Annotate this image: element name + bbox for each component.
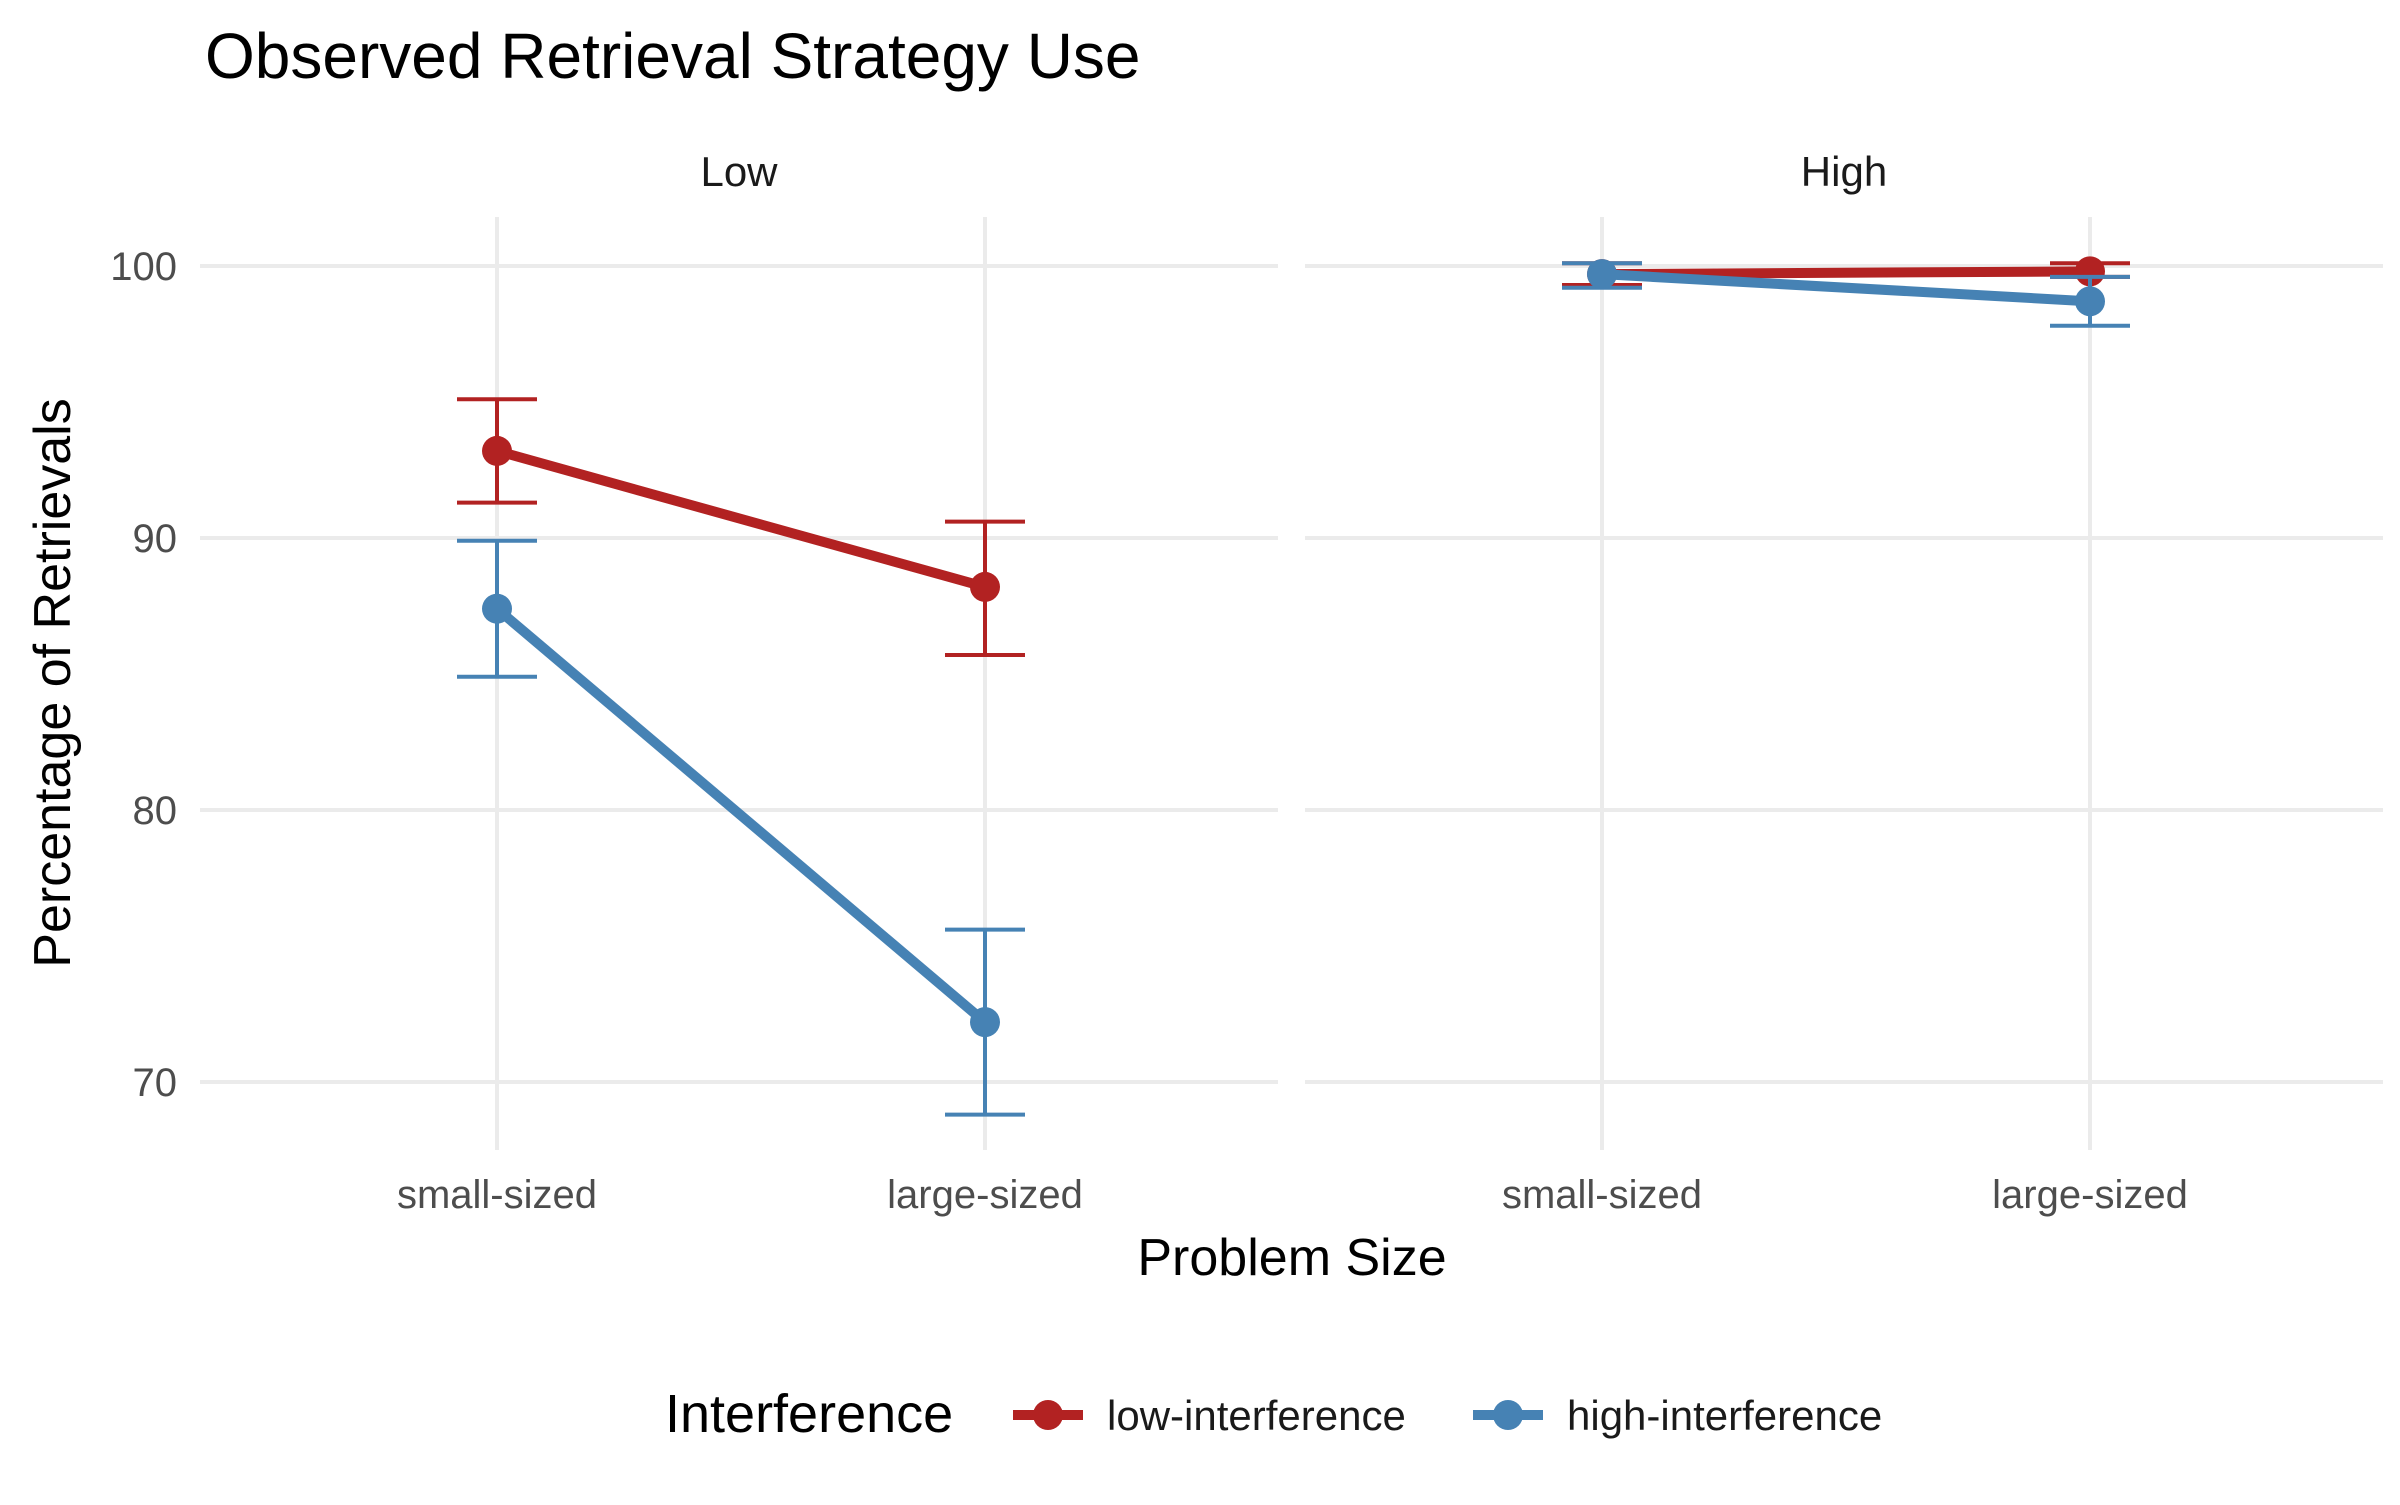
y-axis-title: Percentage of Retrievals	[24, 398, 82, 967]
legend-label: low-interference	[1107, 1392, 1406, 1439]
data-point	[2075, 286, 2105, 317]
legend-title: Interference	[665, 1384, 953, 1444]
data-point	[2075, 256, 2105, 287]
data-point	[482, 593, 512, 624]
legend: Interference low-interference high-interf…	[665, 1384, 1882, 1444]
series-high-interference	[1562, 259, 2130, 328]
series-line	[493, 604, 989, 1026]
x-axis-title: Problem Size	[1137, 1229, 1446, 1287]
data-point	[482, 435, 512, 466]
legend-item-low-interference: low-interference	[1013, 1392, 1406, 1439]
y-tick-label: 70	[133, 1061, 178, 1105]
legend-label: high-interference	[1567, 1392, 1882, 1439]
x-tick-label: small-sized	[397, 1173, 597, 1217]
legend-item-high-interference: high-interference	[1473, 1392, 1882, 1439]
data-point	[970, 1007, 1000, 1038]
series-line	[1601, 269, 2091, 307]
y-tick-label: 80	[133, 789, 178, 833]
facet-panels: small-sized large-sizedLow708090100small-…	[110, 148, 2383, 1217]
x-tick-label: small-sized	[1502, 1173, 1702, 1217]
facet-strip-label: High	[1801, 148, 1887, 195]
data-point	[1587, 259, 1617, 290]
facet-strip-label: Low	[700, 148, 778, 195]
series-line	[495, 446, 987, 592]
chart-title: Observed Retrieval Strategy Use	[205, 20, 1141, 92]
facet-panel-high: small-sized large-sized High	[1305, 148, 2383, 1217]
y-tick-label: 100	[110, 245, 177, 289]
series-low-interference	[457, 397, 1025, 657]
y-tick-label: 90	[133, 517, 178, 561]
legend-key-point	[1493, 1400, 1523, 1430]
series-high-interference	[457, 538, 1025, 1117]
data-point	[970, 571, 1000, 602]
x-tick-label: large-sized	[887, 1173, 1083, 1217]
x-tick-label: large-sized	[1992, 1173, 2188, 1217]
facet-panel-low: small-sized large-sized Low 70 80 90 100	[110, 148, 1278, 1217]
legend-key-point	[1033, 1400, 1063, 1430]
